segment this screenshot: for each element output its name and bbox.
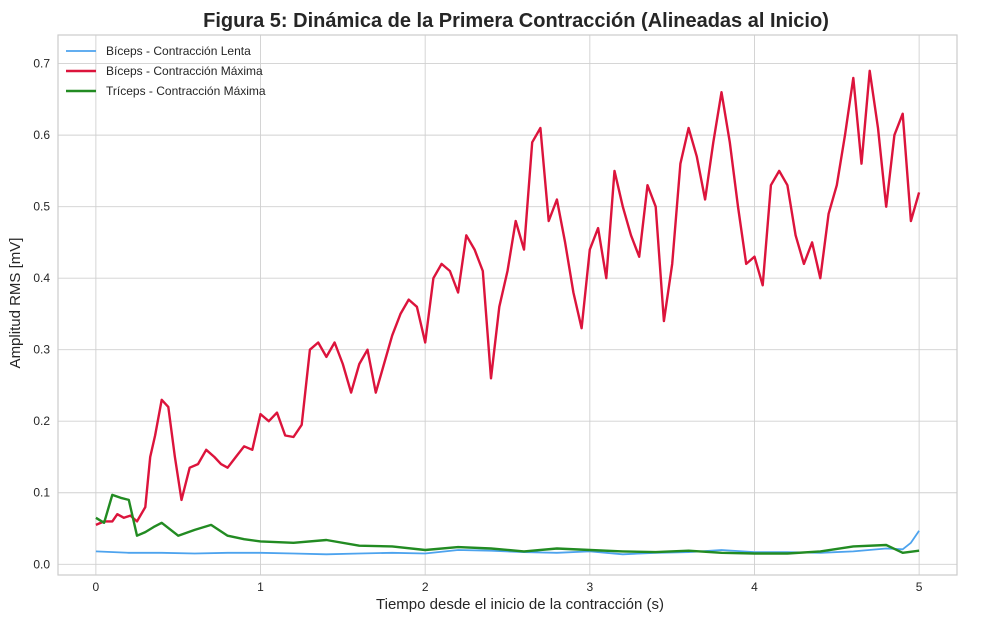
legend: Bíceps - Contracción Lenta Bíceps - Contr…	[66, 44, 266, 98]
series-line-1	[95, 530, 920, 556]
y-tick-label: 0.0	[33, 557, 50, 571]
y-tick-label: 0.4	[33, 271, 50, 285]
ticks: 0 1 2 3 4 5 0.0 0.1 0.2 0.3 0.4 0.5 0.6 0.7	[33, 57, 922, 594]
y-tick-label: 0.6	[33, 128, 50, 142]
x-tick-label: 3	[586, 580, 593, 594]
y-tick-label: 0.2	[33, 414, 50, 428]
legend-label: Bíceps - Contracción Lenta	[106, 44, 251, 58]
y-tick-label: 0.1	[33, 486, 50, 500]
legend-label: Bíceps - Contracción Máxima	[106, 64, 263, 78]
x-tick-label: 5	[916, 580, 923, 594]
grid	[58, 35, 957, 575]
x-tick-label: 1	[257, 580, 264, 594]
series-layer	[95, 69, 921, 556]
x-tick-label: 4	[751, 580, 758, 594]
y-tick-label: 0.7	[33, 57, 50, 71]
legend-label: Tríceps - Contracción Máxima	[106, 84, 266, 98]
series-line-3	[95, 493, 920, 555]
series-line-2	[95, 69, 921, 527]
x-tick-label: 2	[422, 580, 429, 594]
x-tick-label: 0	[93, 580, 100, 594]
x-axis-label: Tiempo desde el inicio de la contracción…	[376, 596, 664, 613]
plot-frame	[57, 34, 958, 576]
y-tick-label: 0.5	[33, 200, 50, 214]
y-tick-label: 0.3	[33, 343, 50, 357]
y-axis-label: Amplitud RMS [mV]	[7, 238, 24, 369]
chart-title: Figura 5: Dinámica de la Primera Contrac…	[203, 10, 829, 32]
